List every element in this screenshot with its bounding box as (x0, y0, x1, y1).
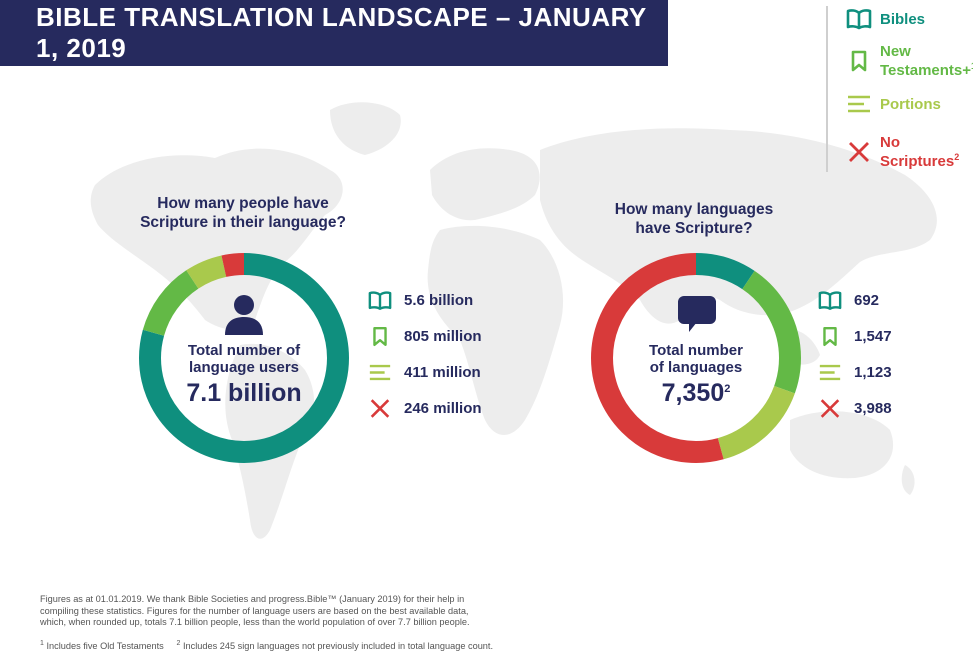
chart1-slice-no-scriptures (139, 253, 349, 463)
x-icon (820, 399, 840, 418)
person-icon (225, 295, 263, 335)
bookmark-icon (851, 50, 867, 72)
chart2-value-no-scriptures: 3,988 (854, 400, 892, 417)
lines-icon (819, 364, 841, 381)
chart1-center: Total number of language users 7.1 billi… (164, 342, 324, 408)
chart2-value-portions: 1,123 (854, 364, 892, 381)
chart2-center-label-line1: Total number (649, 342, 743, 359)
chart2-donut (591, 253, 801, 463)
chart1-value-bibles: 5.6 billion (404, 292, 474, 309)
x-icon (849, 142, 869, 162)
chart1-stat-portions: 411 million (368, 362, 481, 383)
chart2-center-label-line2: of languages (649, 359, 743, 376)
chart2-stat-portions: 1,123 (818, 362, 892, 383)
chart2-slice-no-scriptures (591, 253, 801, 463)
chart1-question-line1: How many people have (157, 195, 329, 212)
legend: Bibles New Testaments+1 Portions No Script… (826, 6, 973, 172)
open-book-icon (818, 291, 842, 311)
legend-label-bibles: Bibles (880, 10, 926, 28)
bookmark-icon (823, 326, 837, 347)
lines-icon (848, 95, 870, 113)
legend-label-scriptures: Scriptures (880, 153, 955, 170)
chart2-question-line2: have Scripture? (635, 220, 753, 237)
chart2-stat-new-testaments: 1,547 (818, 326, 892, 347)
chart1-donut (139, 253, 349, 463)
chart2-question: How many languages have Scripture? (554, 200, 834, 238)
chart1-value-new-testaments: 805 million (404, 328, 482, 345)
open-book-icon (368, 291, 392, 311)
chart1-stat-bibles: 5.6 billion (368, 290, 473, 311)
footnote-line1: Figures as at 01.01.2019. We thank Bible… (40, 594, 465, 604)
chart1-stat-new-testaments: 805 million (368, 326, 482, 347)
legend-label-no: No (880, 134, 900, 151)
lines-icon (369, 364, 391, 381)
chart2-center: Total number of languages 7,3502 (616, 342, 776, 408)
chart1-center-value: 7.1 billion (186, 379, 302, 407)
footnote-note2-sup: 2 (176, 640, 181, 647)
chart1-value-no-scriptures: 246 million (404, 400, 482, 417)
bookmark-icon (373, 326, 387, 347)
legend-label-new: New (880, 43, 911, 60)
chart2-question-line1: How many languages (614, 201, 774, 218)
chart1-center-label-line1: Total number of (187, 342, 301, 359)
footnote-block: Figures as at 01.01.2019. We thank Bible… (40, 594, 470, 629)
chart1-stat-no-scriptures: 246 million (368, 398, 482, 419)
speech-bubble-icon (678, 296, 716, 332)
chart2-center-sup: 2 (724, 383, 731, 395)
chart1-center-label-line2: language users (188, 359, 300, 376)
x-icon (370, 399, 390, 418)
chart1-question: How many people have Scripture in their … (103, 194, 383, 232)
chart2-value-bibles: 692 (854, 292, 880, 309)
chart2-stat-bibles: 692 (818, 290, 879, 311)
footnote-notes: 1 Includes five Old Testaments 2 Include… (40, 638, 493, 653)
chart2-slice-new-testaments (591, 253, 801, 463)
chart1-value-portions: 411 million (404, 364, 481, 381)
footnote-line3: which, when rounded up, totals 7.1 billi… (40, 617, 470, 627)
legend-label-portions: Portions (880, 95, 941, 113)
page-title: BIBLE TRANSLATION LANDSCAPE – JANUARY 1,… (0, 0, 668, 66)
legend-label-testaments: Testaments+ (880, 62, 972, 79)
footnote-note1: Includes five Old Testaments (43, 641, 164, 652)
chart2-center-value: 7,350 (661, 379, 725, 407)
legend-item-no-scriptures: No Scriptures2 (846, 135, 959, 169)
footnote-line2: compiling these statistics. Figures for … (40, 605, 469, 616)
legend-sup-2: 2 (954, 152, 960, 162)
legend-sup-1: 1 (971, 61, 973, 71)
open-book-icon (846, 9, 872, 30)
chart2-center-value-wrap: 7,3502 (616, 378, 776, 408)
footnote-note2: Includes 245 sign languages not previous… (180, 641, 494, 652)
footnote-note1-sup: 1 (40, 640, 44, 647)
chart1-question-line2: Scripture in their language? (140, 214, 346, 231)
chart2-stat-no-scriptures: 3,988 (818, 398, 892, 419)
legend-item-bibles: Bibles (846, 8, 925, 30)
legend-item-new-testaments: New Testaments+1 (846, 44, 973, 78)
chart2-value-new-testaments: 1,547 (854, 328, 892, 345)
legend-item-portions: Portions (846, 93, 941, 115)
